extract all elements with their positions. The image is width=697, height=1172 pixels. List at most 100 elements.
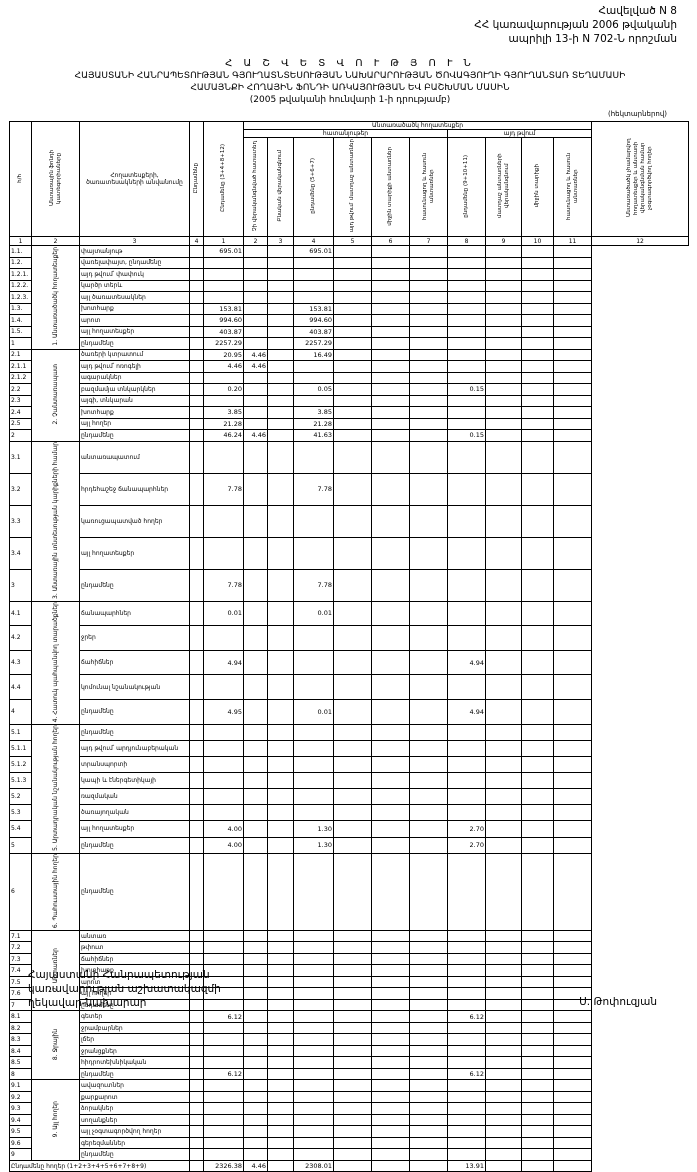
value-cell (447, 360, 486, 373)
value-cell: 4.94 (447, 649, 486, 676)
value-cell (552, 268, 593, 281)
value-cell (333, 929, 372, 943)
value-cell (293, 394, 334, 407)
table-row: 9.3 ձորակներ (9, 1102, 689, 1115)
row-name: բազմամյա տնկարկներ (79, 383, 190, 396)
value-cell (409, 1021, 448, 1035)
row-code: 3.2 (9, 472, 32, 506)
value-cell (243, 536, 268, 570)
row-code: 1.2.2. (9, 279, 32, 292)
value-cell (267, 987, 294, 1000)
head-code-text: հ/հ (17, 173, 23, 183)
row-name: ավազուտներ (79, 1079, 190, 1092)
head-col-text: ընդամենը (9+10+11) (463, 154, 469, 218)
value-cell (447, 348, 486, 361)
value-cell (409, 279, 448, 292)
value-cell (267, 360, 294, 373)
section-label-text: 1. Անտառածածկ հողատեսքեր (52, 246, 59, 346)
value-cell (267, 1044, 294, 1058)
value-cell (267, 1010, 294, 1023)
value-cell (243, 302, 268, 315)
value-cell (447, 756, 486, 774)
value-cell (552, 804, 593, 822)
value-cell (552, 256, 593, 269)
value-cell: 695.01 (203, 245, 244, 258)
title: Հ Ա Շ Վ Ե Տ Վ Ո Ւ Թ Յ Ո Ւ Ն ՀԱՅԱՍՏԱՆԻ ՀԱ… (40, 58, 660, 106)
value-cell (409, 998, 448, 1012)
value-cell (243, 337, 268, 350)
value-cell (333, 1090, 372, 1104)
value-cell (243, 291, 268, 304)
value-cell (552, 836, 593, 854)
row-code: 5.3 (9, 804, 32, 822)
value-cell (552, 820, 593, 838)
value-cell (267, 836, 294, 854)
value-cell (409, 625, 448, 651)
value-cell (293, 804, 334, 822)
value-cell (447, 325, 486, 338)
value-cell (333, 440, 372, 474)
row-name: կոմունալ նշանակության (79, 674, 190, 701)
value-cell (521, 1056, 554, 1069)
table-row: 8.5 հիդրոտեխնիկական (9, 1056, 689, 1069)
value-cell (371, 394, 410, 407)
table-row: 6 6. Պահուստային հողեր ընդամենը (9, 852, 689, 931)
value-cell (267, 723, 294, 741)
value-cell: 46.24 (203, 429, 244, 442)
value-cell (243, 804, 268, 822)
value-cell (333, 291, 372, 304)
row-code: 4 (9, 699, 32, 725)
value-cell (189, 1021, 204, 1035)
value-cell (203, 440, 244, 474)
head-row: հ/հ Անտառային ֆոնդի կատեգորիաները Հողատեսք… (9, 121, 689, 237)
value-cell (243, 245, 268, 258)
row-name: այգի, տնկարան (79, 394, 190, 407)
value-cell (267, 1090, 294, 1104)
row-code: 4.3 (9, 649, 32, 676)
value-cell (189, 1125, 204, 1138)
value-cell (243, 788, 268, 806)
table-row: 2.1.2 ագարակներ (9, 371, 689, 384)
row-name: ճահիճներ (79, 952, 190, 966)
value-cell (371, 337, 410, 350)
value-cell (521, 625, 554, 651)
row-name: ընդամենը (79, 1067, 190, 1081)
value-cell (521, 1021, 554, 1035)
value-cell (485, 998, 522, 1012)
value-cell (203, 772, 244, 790)
value-cell (293, 536, 334, 570)
value-cell (333, 804, 372, 822)
value-cell (243, 649, 268, 676)
value-cell (243, 1148, 268, 1161)
table-row: 4 ընդամենը 4.95 0.01 4.94 (9, 699, 689, 725)
value-cell (485, 820, 522, 838)
value-cell (521, 1079, 554, 1092)
value-cell (189, 440, 204, 474)
value-cell: 3.85 (293, 406, 334, 419)
value-cell (409, 756, 448, 774)
value-cell (243, 975, 268, 989)
value-cell (447, 1021, 486, 1035)
value-cell (243, 1090, 268, 1104)
value-cell (203, 941, 244, 954)
value-cell (521, 929, 554, 943)
value-cell (409, 314, 448, 327)
value-cell (521, 245, 554, 258)
total-label: Ընդամենը հողեր (1+2+3+4+5+6+7+8+9) (9, 1159, 190, 1172)
value-cell (521, 337, 554, 350)
row-name: անտառապատում (79, 440, 190, 474)
value-cell (521, 1090, 554, 1104)
value-cell (485, 1102, 522, 1115)
value-cell (485, 325, 522, 338)
section-label: 3. Անտառային տնտեսության կարիքների համար (31, 440, 80, 602)
value-cell (189, 699, 204, 725)
table-row: 7.2 թփուտ (9, 941, 689, 954)
table-head: հ/հ Անտառային ֆոնդի կատեգորիաները Հողատեսք… (9, 121, 689, 246)
value-cell (552, 674, 593, 701)
row-code: 4.2 (9, 625, 32, 651)
value-cell (552, 440, 593, 474)
row-code: 2 (9, 429, 32, 442)
value-cell (333, 245, 372, 258)
value-cell (333, 1159, 372, 1172)
value-cell (485, 1079, 522, 1092)
